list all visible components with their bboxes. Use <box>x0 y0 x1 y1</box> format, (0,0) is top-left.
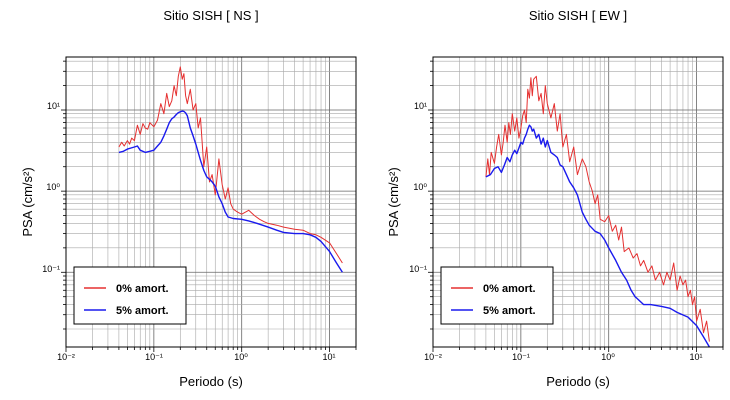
x-tick-label: 10⁻² <box>57 352 75 362</box>
legend: 0% amort. 5% amort. <box>440 266 554 325</box>
plot-frame <box>65 56 357 348</box>
chart-panel-ew: Sitio SISH [ EW ] 10⁻¹ 10⁰ 10¹ 10⁻² 10⁻¹… <box>386 8 724 389</box>
y-tick-label: 10⁰ <box>413 182 427 192</box>
x-tick-label: 10⁻¹ <box>512 352 530 362</box>
y-tick-label: 10⁻¹ <box>42 264 60 274</box>
y-tick-label: 10¹ <box>47 101 60 111</box>
y-tick-label: 10⁻¹ <box>409 264 427 274</box>
series-line-0pct <box>485 75 710 342</box>
legend-label: 5% amort. <box>483 305 536 317</box>
x-tick-label: 10⁰ <box>234 352 248 362</box>
chart-title: Sitio SISH [ EW ] <box>529 8 627 23</box>
chart-panel-ns: Sitio SISH [ NS ] 10⁻¹ 10⁰ 10¹ 10⁻² 10⁻¹… <box>20 8 357 389</box>
x-tick-label: 10¹ <box>322 352 335 362</box>
series-line-5pct <box>118 110 343 273</box>
y-tick-label: 10¹ <box>414 101 427 111</box>
legend-label: 0% amort. <box>483 283 536 295</box>
y-tick-label: 10⁰ <box>46 182 60 192</box>
series-line-5pct <box>485 124 711 348</box>
x-tick-label: 10¹ <box>689 352 702 362</box>
series-line-0pct <box>118 66 343 264</box>
legend: 0% amort. 5% amort. <box>73 266 187 325</box>
chart-title: Sitio SISH [ NS ] <box>163 8 258 23</box>
x-tick-label: 10⁰ <box>601 352 615 362</box>
plot-frame <box>432 56 724 348</box>
legend-label: 5% amort. <box>116 305 169 317</box>
x-axis-label: Periodo (s) <box>179 374 243 389</box>
chart-series <box>485 75 711 348</box>
x-axis-label: Periodo (s) <box>546 374 610 389</box>
x-tick-label: 10⁻² <box>424 352 442 362</box>
y-axis-label: PSA (cm/s²) <box>20 167 35 236</box>
legend-label: 0% amort. <box>116 283 169 295</box>
legend-box <box>73 266 187 325</box>
legend-box <box>440 266 554 325</box>
chart-series <box>118 66 343 273</box>
y-axis-label: PSA (cm/s²) <box>386 167 401 236</box>
x-tick-label: 10⁻¹ <box>145 352 163 362</box>
